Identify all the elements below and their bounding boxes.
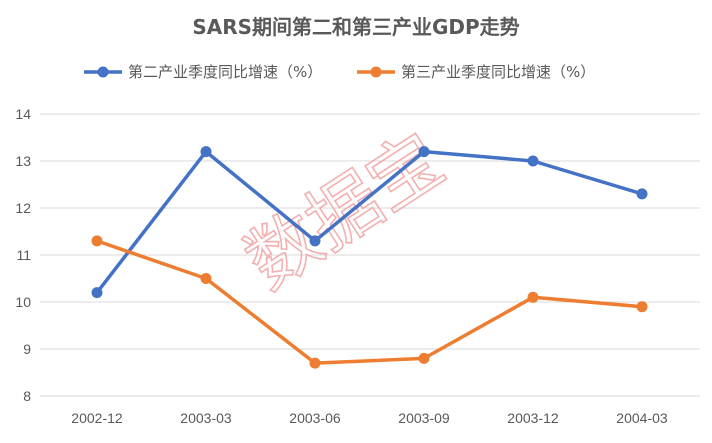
legend-marker-2	[370, 66, 382, 78]
data-point-series-1	[200, 146, 212, 158]
legend: 第二产业季度同比增速（%） 第三产业季度同比增速（%）	[84, 63, 595, 81]
data-point-series-1	[91, 287, 103, 299]
x-tick-label: 2004-03	[616, 410, 668, 426]
x-tick-label: 2002-12	[71, 410, 123, 426]
y-tick-label: 9	[23, 341, 31, 357]
data-point-series-1	[418, 146, 430, 158]
data-point-series-1	[636, 188, 648, 200]
y-tick-label: 8	[23, 388, 31, 404]
data-point-series-2	[527, 291, 539, 303]
legend-label-1: 第二产业季度同比增速（%）	[128, 63, 322, 81]
y-tick-label: 10	[15, 294, 31, 310]
series-line-1	[95, 149, 644, 295]
watermark: 数据宝	[230, 116, 459, 306]
chart-title: SARS期间第二和第三产业GDP走势	[192, 15, 519, 39]
y-tick-label: 13	[15, 153, 31, 169]
data-point-series-2	[309, 357, 321, 369]
x-tick-label: 2003-03	[180, 410, 232, 426]
y-tick-label: 12	[15, 200, 31, 216]
watermark-text: 数据宝	[231, 117, 458, 305]
data-point-series-1	[527, 155, 539, 167]
y-tick-label: 14	[15, 106, 31, 122]
gridlines	[40, 113, 700, 397]
series-group	[91, 146, 648, 369]
data-point-series-1	[309, 235, 321, 247]
y-axis: 8 9 10 11 12 13 14	[15, 106, 31, 404]
data-point-series-2	[418, 352, 430, 364]
y-tick-label: 11	[16, 247, 31, 263]
x-tick-label: 2003-09	[398, 410, 450, 426]
legend-label-2: 第三产业季度同比增速（%）	[401, 63, 595, 81]
x-tick-label: 2003-06	[289, 410, 341, 426]
data-point-series-2	[91, 235, 103, 247]
data-point-series-2	[636, 301, 648, 313]
series-line-2	[95, 239, 644, 365]
x-tick-label: 2003-12	[507, 410, 559, 426]
data-point-series-2	[200, 273, 212, 284]
legend-marker-1	[97, 66, 109, 78]
x-axis: 2002-12 2003-03 2003-06 2003-09 2003-12 2004-…	[71, 410, 668, 426]
